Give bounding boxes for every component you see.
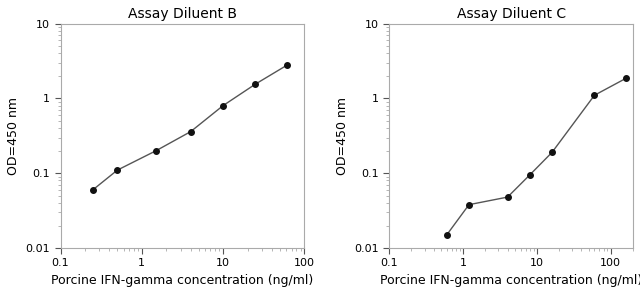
Y-axis label: OD=450 nm: OD=450 nm <box>335 97 349 175</box>
X-axis label: Porcine IFN-gamma concentration (ng/ml): Porcine IFN-gamma concentration (ng/ml) <box>51 274 314 287</box>
Title: Assay Diluent B: Assay Diluent B <box>128 7 237 21</box>
Y-axis label: OD=450 nm: OD=450 nm <box>7 97 20 175</box>
Title: Assay Diluent C: Assay Diluent C <box>456 7 566 21</box>
X-axis label: Porcine IFN-gamma concentration (ng/ml): Porcine IFN-gamma concentration (ng/ml) <box>380 274 640 287</box>
